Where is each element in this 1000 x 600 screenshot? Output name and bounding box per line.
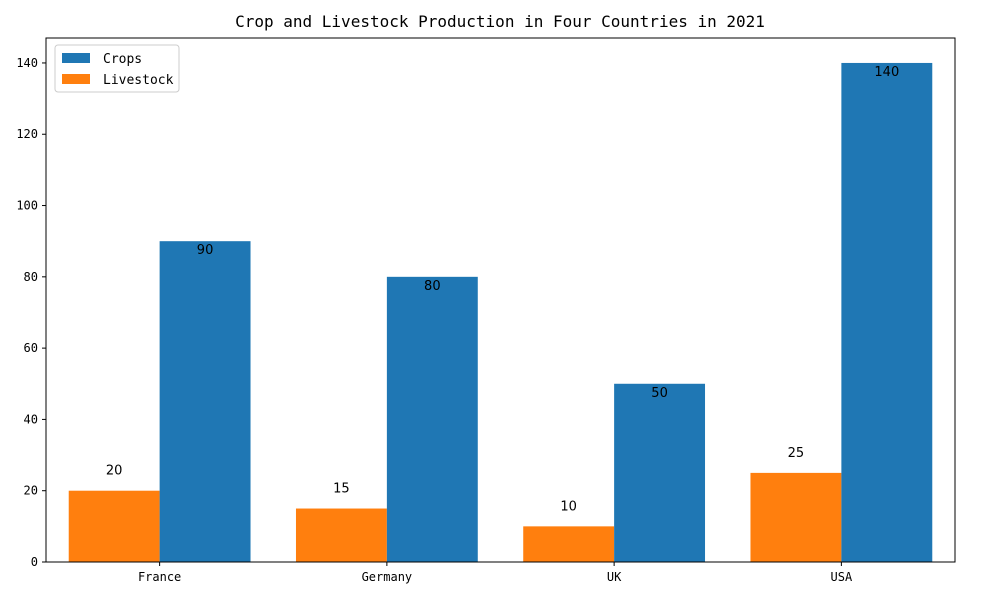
bar-livestock-uk — [523, 526, 614, 562]
x-tick-label: UK — [607, 570, 622, 584]
bar-crops-uk — [614, 384, 705, 562]
y-axis: 0 20 40 60 80 100 120 140 — [16, 56, 46, 569]
x-tick-label: France — [138, 570, 181, 584]
bar-livestock-germany — [296, 509, 387, 562]
data-label-livestock-uk: 10 — [560, 499, 577, 514]
data-label-livestock-germany: 15 — [333, 482, 350, 497]
y-tick-label: 60 — [24, 341, 38, 355]
legend-label-livestock: Livestock — [103, 73, 174, 88]
data-label-crops-uk: 50 — [651, 386, 668, 401]
y-tick-label: 120 — [16, 127, 38, 141]
legend-swatch-livestock — [62, 74, 90, 84]
data-label-livestock-france: 20 — [106, 464, 123, 479]
bar-crops-france — [160, 241, 251, 562]
x-tick-label: Germany — [362, 570, 413, 584]
y-tick-label: 0 — [31, 555, 38, 569]
data-label-crops-usa: 140 — [874, 65, 899, 80]
bar-crops-germany — [387, 277, 478, 562]
y-tick-label: 140 — [16, 56, 38, 70]
legend-swatch-crops — [62, 53, 90, 63]
bar-livestock-france — [69, 491, 160, 562]
data-label-crops-france: 90 — [197, 243, 214, 258]
data-label-livestock-usa: 25 — [788, 446, 805, 461]
bar-crops-usa — [841, 63, 932, 562]
y-tick-label: 100 — [16, 199, 38, 213]
y-tick-label: 40 — [24, 412, 38, 426]
legend: Crops Livestock — [55, 45, 179, 92]
x-axis: France Germany UK USA — [138, 562, 853, 584]
legend-label-crops: Crops — [103, 52, 142, 67]
bar-livestock-usa — [750, 473, 841, 562]
x-tick-label: USA — [831, 570, 853, 584]
y-tick-label: 20 — [24, 484, 38, 498]
y-tick-label: 80 — [24, 270, 38, 284]
bars-layer — [69, 63, 933, 562]
data-label-crops-germany: 80 — [424, 279, 441, 294]
